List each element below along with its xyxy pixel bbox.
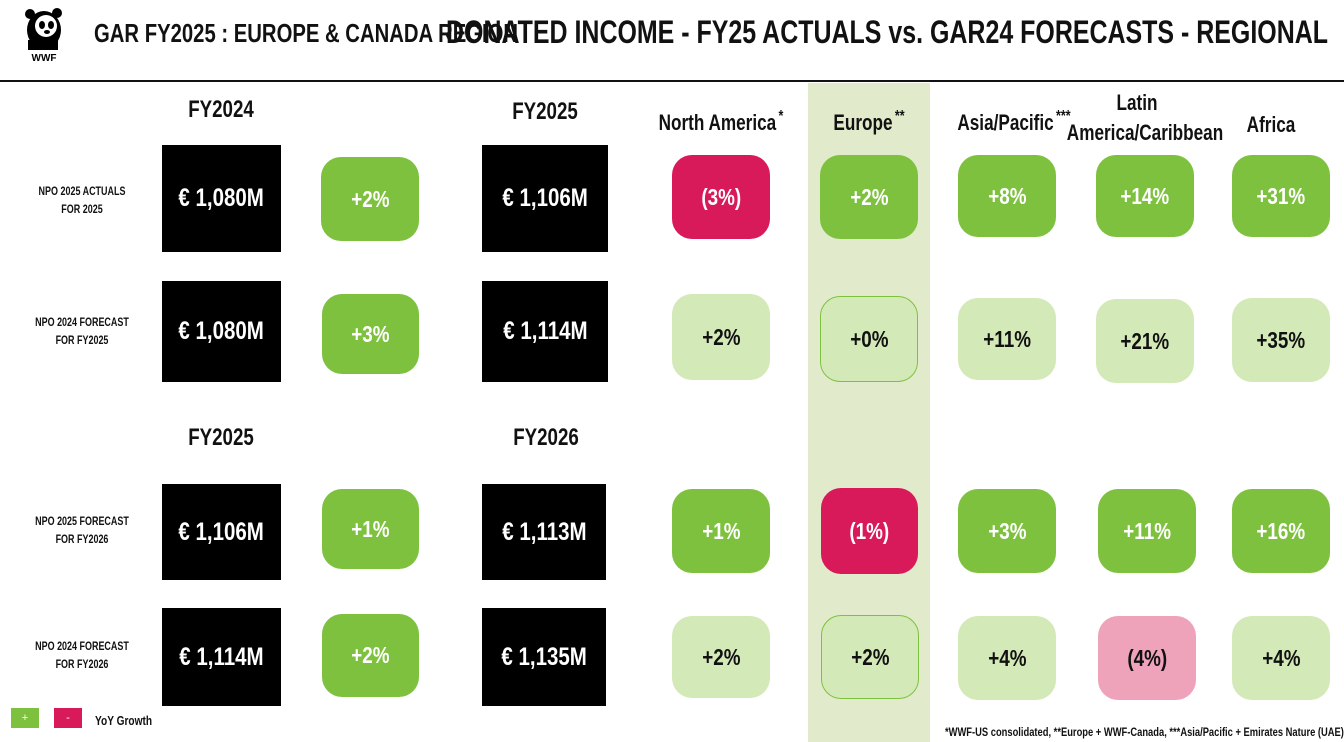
base-value-block: € 1,114M xyxy=(162,608,281,706)
year-header-bottom-right: FY2026 xyxy=(513,424,579,451)
region-pill-asia-pacific: +4% xyxy=(958,616,1056,700)
svg-text:WWF: WWF xyxy=(32,53,57,64)
year-header-top-right: FY2025 xyxy=(512,98,578,125)
target-value-block: € 1,135M xyxy=(482,608,606,706)
legend-label: YoY Growth xyxy=(95,713,153,728)
target-value-block: € 1,114M xyxy=(482,281,608,382)
region-pill-asia-pacific: +8% xyxy=(958,155,1056,237)
region-title: GAR FY2025 : EUROPE & CANADA REGION xyxy=(94,18,519,48)
growth-pill: +2% xyxy=(321,157,419,241)
region-pill-africa: +16% xyxy=(1232,489,1330,573)
region-header-europe: Europe ** xyxy=(833,108,905,135)
region-pill-europe: +0% xyxy=(820,296,918,382)
region-pill-africa: +31% xyxy=(1232,155,1330,237)
header-divider xyxy=(0,80,1344,82)
base-value-block: € 1,080M xyxy=(162,145,281,252)
growth-pill: +1% xyxy=(322,489,419,569)
row-label: NPO 2025 FORECAST FOR FY2026 xyxy=(35,516,129,546)
region-pill-latin-america: (4%) xyxy=(1098,616,1196,700)
region-pill-europe: +2% xyxy=(821,615,919,699)
region-pill-north-america: +1% xyxy=(672,489,770,573)
base-value-block: € 1,080M xyxy=(162,281,281,382)
region-pill-latin-america: +14% xyxy=(1096,155,1194,237)
wwf-panda-logo: WWF xyxy=(22,8,66,64)
region-header-africa: Africa xyxy=(1246,112,1296,137)
region-header-north-america: North America * xyxy=(658,108,784,135)
growth-pill: +3% xyxy=(322,294,419,374)
region-pill-europe: (1%) xyxy=(821,488,918,574)
footnote: *WWF-US consolidated, **Europe + WWF-Can… xyxy=(945,725,1344,739)
region-header-latin-america: Latin America/Caribbean xyxy=(1066,90,1224,145)
row-label: NPO 2024 FORECAST FOR FY2025 xyxy=(35,317,129,347)
row-label: NPO 2025 ACTUALS FOR 2025 xyxy=(38,186,126,216)
region-pill-north-america: +2% xyxy=(672,294,770,380)
region-header-asia-pacific: Asia/Pacific *** xyxy=(957,108,1071,135)
growth-pill: +2% xyxy=(322,614,419,697)
year-header-bottom-left: FY2025 xyxy=(188,424,254,451)
region-pill-latin-america: +21% xyxy=(1096,299,1194,383)
page-title: DONATED INCOME - FY25 ACTUALS vs. GAR24 … xyxy=(446,14,1328,50)
region-pill-europe: +2% xyxy=(820,155,918,239)
region-pill-africa: +35% xyxy=(1232,298,1330,382)
region-pill-latin-america: +11% xyxy=(1098,489,1196,573)
region-pill-asia-pacific: +3% xyxy=(958,489,1056,573)
base-value-block: € 1,106M xyxy=(162,484,281,580)
region-pill-north-america: +2% xyxy=(672,616,770,698)
legend-negative-swatch: - xyxy=(54,708,82,728)
legend-positive-swatch: + xyxy=(11,708,39,728)
region-pill-asia-pacific: +11% xyxy=(958,298,1056,380)
year-header-top-left: FY2024 xyxy=(188,96,254,123)
row-label: NPO 2024 FORECAST FOR FY2026 xyxy=(35,641,129,671)
target-value-block: € 1,106M xyxy=(482,145,608,252)
target-value-block: € 1,113M xyxy=(482,484,606,580)
region-pill-north-america: (3%) xyxy=(672,155,770,239)
region-pill-africa: +4% xyxy=(1232,616,1330,700)
